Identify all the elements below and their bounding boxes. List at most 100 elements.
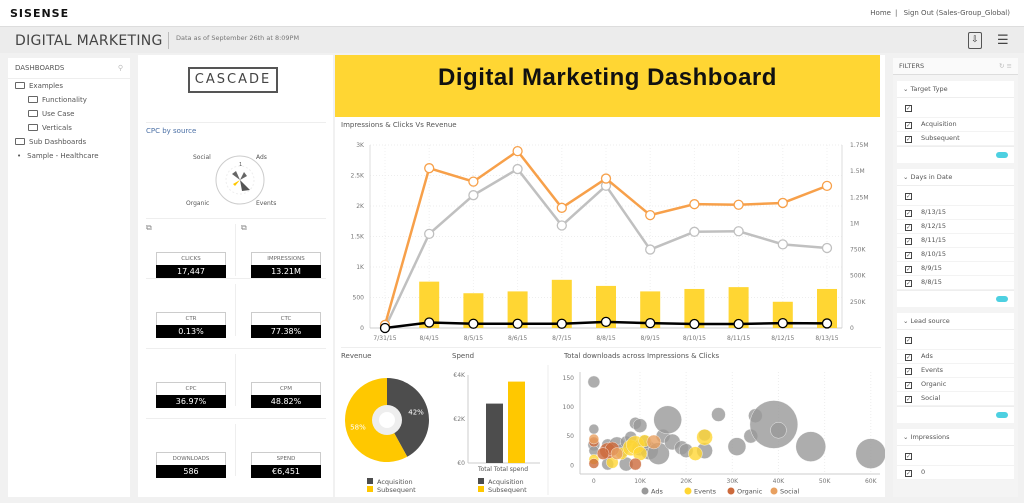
cpc-title: CPC by source [146, 127, 197, 135]
y2-tick: 500K [850, 273, 866, 280]
data-point [821, 180, 833, 192]
legend-swatch [727, 487, 735, 495]
filters-title: FILTERS [899, 62, 925, 70]
select-all-checkbox[interactable]: ✓ [897, 330, 1014, 350]
sign-out-link[interactable]: Sign Out (Sales-Group_Global) [903, 9, 1010, 17]
legend-label: Events [694, 488, 717, 496]
cpc-radar-chart: 1 Social Ads Organic Events [186, 154, 276, 207]
filter-option[interactable]: ✓ 8/10/15 [897, 248, 1014, 262]
filter-option[interactable]: ✓ 8/11/15 [897, 234, 1014, 248]
checkbox-checked-icon: ✓ [905, 280, 912, 287]
x-tick: 8/4/15 [420, 335, 439, 342]
filter-group-header[interactable]: ⌄ Lead source [897, 313, 1014, 330]
y-tick: 2K [356, 203, 365, 210]
filter-option[interactable]: ✓ Subsequent [897, 132, 1014, 146]
hamburger-icon[interactable]: ☰ [997, 33, 1009, 48]
drill-icon[interactable]: ⧉ [146, 223, 152, 232]
radar-segment-social [232, 171, 240, 180]
data-point [645, 210, 656, 221]
filter-toggle[interactable] [996, 152, 1008, 158]
filter-option[interactable]: ✓ 0 [897, 466, 1014, 480]
drill-icon[interactable]: ⧉ [241, 223, 247, 232]
nav-item[interactable]: Functionality [8, 93, 130, 107]
folder-icon [15, 138, 25, 145]
scatter-point-ads [727, 437, 747, 456]
data-point [468, 176, 479, 187]
data-point [645, 317, 656, 329]
kpi-label: SPEND [251, 452, 321, 465]
filter-option[interactable]: ✓ Events [897, 364, 1014, 378]
legend-swatch [367, 486, 373, 492]
select-all-checkbox[interactable]: ✓ [897, 186, 1014, 206]
x-tick: 8/12/15 [771, 335, 794, 342]
checkbox-checked-icon: ✓ [905, 122, 912, 129]
filter-option[interactable]: ✓ 8/12/15 [897, 220, 1014, 234]
search-icon[interactable]: ⚲ [117, 64, 123, 72]
filters-panel: FILTERS ↻ ≡ ⌄ Target Type ✓ ✓ Acquisition ✓ Su… [893, 58, 1018, 497]
sisense-logo[interactable]: SISENSE [10, 7, 70, 20]
svg-text:1: 1 [239, 162, 242, 168]
nav-item-label: Verticals [42, 124, 72, 132]
filter-option[interactable]: ✓ 8/13/15 [897, 206, 1014, 220]
filter-toggle[interactable] [996, 412, 1008, 418]
scatter-point-social [588, 433, 600, 445]
filter-group: ⌄ Days in Date ✓ ✓ 8/13/15 ✓ 8/12/15 ✓ 8/11/15 ✓… [897, 169, 1014, 307]
cascade-logo: CASCADE [188, 67, 278, 93]
home-link[interactable]: Home [870, 9, 891, 17]
filter-option[interactable]: ✓ Social [897, 392, 1014, 406]
kpi-impressions: IMPRESSIONS 13.21M [251, 252, 321, 278]
legend-swatch [770, 487, 778, 495]
filter-option[interactable]: ✓ Acquisition [897, 118, 1014, 132]
nav-title: DASHBOARDS [15, 64, 65, 72]
y2-tick: 1.75M [850, 142, 869, 149]
checkbox-checked-icon: ✓ [905, 238, 912, 245]
data-point [512, 163, 523, 175]
y-tick: 0 [360, 325, 364, 332]
filter-toggle[interactable] [996, 296, 1008, 302]
divider [168, 32, 169, 49]
kpi-value: 0.13% [156, 325, 226, 338]
checkbox-checked-icon: ✓ [905, 470, 912, 477]
download-document-icon[interactable]: ⇩ [968, 32, 982, 49]
radar-segment-ads [240, 172, 247, 180]
filter-option[interactable]: ✓ 8/8/15 [897, 276, 1014, 290]
x-tick: 20K [680, 478, 693, 485]
scatter-point-ads [588, 423, 600, 435]
downloads-scatter-chart: 0 10K 20K 30K 40K 50K 60K 0 50 100 150 Ads Events Org… [563, 372, 885, 496]
kpi-clicks: CLICKS 17,447 [156, 252, 226, 278]
nav-item[interactable]: Sub Dashboards [8, 135, 130, 149]
nav-item[interactable]: Use Case [8, 107, 130, 121]
select-all-checkbox[interactable]: ✓ [897, 98, 1014, 118]
kpi-label: CPC [156, 382, 226, 395]
bar [640, 291, 661, 328]
kpi-cpc: CPC 36.97% [156, 382, 226, 408]
filter-option[interactable]: ✓ Organic [897, 378, 1014, 392]
filter-group-header[interactable]: ⌄ Target Type [897, 81, 1014, 98]
nav-item[interactable]: Verticals [8, 121, 130, 135]
legend-label: Ads [651, 488, 663, 496]
kpi-spend: SPEND €6,451 [251, 452, 321, 478]
data-point [821, 242, 833, 254]
folder-icon [28, 110, 38, 117]
select-all-checkbox[interactable]: ✓ [897, 446, 1014, 466]
scatter-point-events [688, 446, 703, 461]
filter-option[interactable]: ✓ 8/9/15 [897, 262, 1014, 276]
bar [507, 291, 528, 328]
filter-group-header[interactable]: ⌄ Days in Date [897, 169, 1014, 186]
filter-actions-icon[interactable]: ↻ ≡ [999, 62, 1012, 70]
bar [596, 285, 616, 328]
filter-group-header[interactable]: ⌄ Impressions [897, 429, 1014, 446]
radar-segment-events [240, 180, 250, 191]
kpi-label: DOWNLOADS [156, 452, 226, 465]
bar [419, 281, 440, 328]
data-point [556, 202, 567, 213]
y-tick: 500 [353, 295, 365, 302]
kpi-label: CTC [251, 312, 321, 325]
nav-item[interactable]: • Sample - Healthcare [8, 149, 130, 163]
bar [728, 287, 749, 328]
filter-option[interactable]: ✓ Ads [897, 350, 1014, 364]
radar-label-social: Social [193, 154, 211, 161]
y2-tick: 750K [850, 247, 866, 254]
nav-item[interactable]: Examples [8, 79, 130, 93]
